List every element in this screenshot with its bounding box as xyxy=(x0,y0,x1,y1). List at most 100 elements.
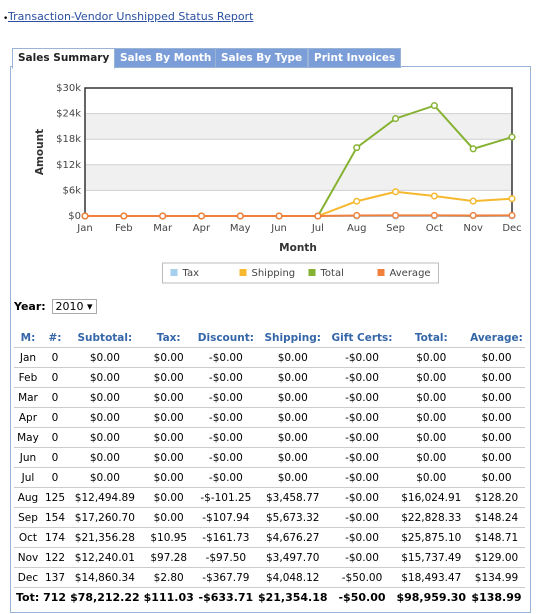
point xyxy=(508,133,516,141)
table-row: Jan 0 $0.00 $0.00 -$0.00 $0.00 -$0.00 $0.00 $0.0… xyxy=(14,347,525,368)
table-cell: $0.00 xyxy=(68,407,142,428)
tab[interactable]: Sales By Month xyxy=(114,48,218,68)
point xyxy=(508,211,516,219)
report-link[interactable]: Transaction-Vendor Unshipped Status Repo… xyxy=(8,10,254,23)
table-cell: 174 xyxy=(41,527,69,548)
total-row: Tot: 712 $78,212.22 $111.03 -$633.71 $21,354… xyxy=(14,588,525,608)
point xyxy=(353,197,361,205)
table-cell: Jun xyxy=(14,447,42,468)
table-cell: $0.00 xyxy=(255,427,330,448)
point xyxy=(353,144,361,152)
table-cell: -$0.00 xyxy=(329,507,395,528)
table-cell: -$0.00 xyxy=(329,447,395,468)
table-cell: 0 xyxy=(41,447,69,468)
table-cell: -$107.94 xyxy=(195,507,256,528)
x-tick-label: Jan xyxy=(76,223,92,234)
point xyxy=(353,211,361,220)
bullet: • xyxy=(3,14,9,24)
table-cell: $0.00 xyxy=(255,387,330,408)
total-cell: $78,212.22 xyxy=(70,591,140,604)
tab[interactable]: Sales Summary xyxy=(12,48,116,69)
x-tick-label: Dec xyxy=(502,223,521,234)
column-header: Subtotal: xyxy=(68,328,142,348)
table-cell: -$50.00 xyxy=(329,567,395,588)
point xyxy=(469,145,477,153)
column-header: M: xyxy=(14,328,42,348)
table-cell: $0.00 xyxy=(394,447,469,468)
year-label: Year: xyxy=(14,300,46,313)
y-tick-label: $0 xyxy=(68,211,81,222)
table-cell: $4,048.12 xyxy=(255,567,330,588)
y-tick-label: $30k xyxy=(56,83,81,94)
table-cell: -$0.00 xyxy=(195,447,256,468)
plot-area xyxy=(85,88,512,216)
table-cell: $0.00 xyxy=(141,467,196,488)
total-cell: $111.03 xyxy=(143,591,194,604)
table-row: Dec 137 $14,860.34 $2.80 -$367.79 $4,048.12 -$… xyxy=(14,567,525,588)
table-row: Aug 125 $12,494.89 $0.00 -$-101.25 $3,458.77-… xyxy=(14,487,525,508)
table-cell: $0.00 xyxy=(394,427,469,448)
table-cell: Feb xyxy=(14,367,42,388)
year-dropdown[interactable]: 2010 ▾ xyxy=(51,299,97,314)
grid-band xyxy=(85,113,512,140)
table-cell: $0.00 xyxy=(468,447,525,468)
table-cell: Oct xyxy=(14,527,42,548)
table-cell: $0.00 xyxy=(68,387,142,408)
table-cell: 154 xyxy=(41,507,69,528)
table-cell: $148.24 xyxy=(468,507,525,528)
table-cell: $0.00 xyxy=(468,367,525,388)
table-cell: -$0.00 xyxy=(329,407,395,428)
table-cell: $0.00 xyxy=(255,347,330,368)
table-cell: $10.95 xyxy=(141,527,196,548)
table-cell: $0.00 xyxy=(394,387,469,408)
tab[interactable]: Sales By Type xyxy=(215,48,309,68)
total-cell: $98,959.30 xyxy=(396,591,467,604)
table-cell: $0.00 xyxy=(68,467,142,488)
point xyxy=(197,212,206,220)
x-axis-label: Month xyxy=(279,242,317,254)
tab[interactable]: Print Invoices xyxy=(308,48,402,68)
column-header: Tax: xyxy=(141,328,196,348)
point xyxy=(508,195,516,203)
table-cell: $0.00 xyxy=(468,427,525,448)
table-cell: $148.71 xyxy=(468,527,525,548)
table-cell: $97.28 xyxy=(141,547,196,568)
table-cell: $12,494.89 xyxy=(68,487,142,508)
table-cell: $0.00 xyxy=(141,387,196,408)
table-cell: $0.00 xyxy=(141,507,196,528)
year-value: 2010 xyxy=(55,300,84,313)
table-cell: $0.00 xyxy=(68,427,142,448)
column-header: Gift Certs: xyxy=(329,328,395,348)
table-cell: 0 xyxy=(41,467,69,488)
point xyxy=(275,212,283,220)
grid-band xyxy=(85,164,512,191)
year-selector: Year: 2010 ▾ xyxy=(14,299,97,314)
point xyxy=(314,212,322,220)
x-tick-label: Nov xyxy=(463,223,483,234)
table-cell: -$-101.25 xyxy=(195,487,256,508)
table-cell: $18,493.47 xyxy=(394,567,469,588)
table-cell: Dec xyxy=(14,567,42,588)
legend-label: Average xyxy=(390,268,431,279)
table-cell: -$0.00 xyxy=(195,467,256,488)
table-cell: 0 xyxy=(41,367,69,388)
table-cell: $0.00 xyxy=(141,447,196,468)
total-cell: $138.99 xyxy=(471,591,522,604)
y-tick-label: $18k xyxy=(56,134,81,145)
table-cell: $25,875.10 xyxy=(394,527,469,548)
table-cell: 0 xyxy=(41,347,69,368)
column-header: Total: xyxy=(394,328,469,348)
legend-label: Shipping xyxy=(252,268,296,279)
table-cell: $0.00 xyxy=(141,407,196,428)
table-cell: $14,860.34 xyxy=(68,567,142,588)
header-row: M: #: Subtotal: Tax: Discount: Shipping: Gift … xyxy=(14,328,525,348)
point xyxy=(430,102,438,110)
table-cell: -$161.73 xyxy=(195,527,256,548)
table-cell: 125 xyxy=(41,487,69,508)
table-cell: $12,240.01 xyxy=(68,547,142,568)
table-cell: $22,828.33 xyxy=(394,507,469,528)
table-cell: 0 xyxy=(41,427,69,448)
table-cell: $128.20 xyxy=(468,487,525,508)
table-cell: -$0.00 xyxy=(329,467,395,488)
